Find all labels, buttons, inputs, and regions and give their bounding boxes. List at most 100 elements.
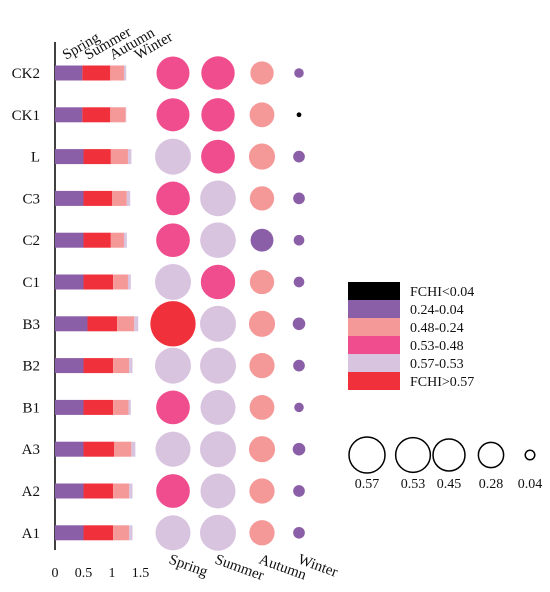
bar-segment-a1-summer — [83, 525, 114, 541]
bar-segment-c3-summer — [83, 190, 112, 206]
bubble-l-summer — [201, 139, 235, 174]
bubble-ck1-autumn — [249, 102, 275, 128]
bar-x-tick-label: 0 — [52, 566, 59, 581]
size-legend-circle-3 — [477, 441, 505, 469]
bubble-column-label-summer: Summer — [213, 552, 266, 584]
bar-segment-a2-winter — [129, 483, 133, 499]
bar-segment-l-summer — [83, 149, 111, 165]
legend-swatch-2 — [348, 318, 400, 336]
bubble-a3-spring — [155, 431, 191, 467]
bubble-c3-winter — [293, 192, 305, 205]
size-legend-label-1: 0.53 — [401, 477, 426, 492]
bar-segment-b1-winter — [128, 399, 131, 415]
bar-segment-a3-autumn — [114, 441, 132, 457]
bubble-ck1-winter — [296, 112, 302, 118]
size-legend-circle-4 — [524, 449, 536, 461]
row-labels: CK2 CK1 L C3 C2 C1 B3 B2 B1 A3 A2 A1 — [12, 66, 40, 542]
bubble-c2-spring — [156, 223, 190, 258]
bar-segment-b1-summer — [83, 399, 114, 415]
legend-label-0: FCHI<0.04 — [410, 285, 474, 300]
bar-segment-c2-summer — [83, 232, 111, 248]
bar-segment-ck2-summer — [82, 65, 111, 81]
bubble-a2-autumn — [249, 478, 275, 504]
bubble-b2-autumn — [249, 352, 275, 379]
bubble-a1-autumn — [249, 520, 275, 546]
bar-segment-c2-winter — [123, 232, 127, 248]
bar-segment-a1-autumn — [113, 525, 130, 541]
row-label-ck1: CK1 — [12, 108, 40, 124]
bar-segment-b1-autumn — [113, 399, 129, 415]
bar-segment-a3-summer — [83, 441, 115, 457]
bar-segment-a2-autumn — [113, 483, 130, 499]
bubble-b2-summer — [200, 347, 236, 384]
bar-segment-ck1-autumn — [110, 107, 126, 123]
row-label-c2: C2 — [22, 233, 40, 249]
bar-segment-c2-autumn — [110, 232, 124, 248]
bar-segment-b3-autumn — [117, 316, 135, 332]
row-label-ck2: CK2 — [12, 66, 40, 82]
bubble-grid — [150, 56, 306, 551]
legend-swatch-1 — [348, 300, 400, 318]
bubble-b2-spring — [155, 347, 191, 384]
bubble-a2-winter — [293, 485, 305, 497]
bubble-b3-summer — [200, 305, 236, 342]
bar-segment-l-autumn — [110, 149, 128, 165]
bubble-ck2-autumn — [250, 61, 274, 85]
size-legend-label-4: 0.04 — [518, 477, 543, 492]
bubble-c2-autumn — [250, 228, 274, 252]
row-label-c3: C3 — [22, 191, 40, 207]
bubble-c3-autumn — [249, 186, 275, 211]
legend-label-2: 0.48-0.24 — [410, 321, 464, 336]
stacked-bars — [55, 65, 139, 541]
bar-segment-ck1-spring — [55, 107, 83, 123]
bubble-a3-winter — [292, 442, 306, 456]
bar-segment-ck1-summer — [82, 107, 111, 123]
bar-segment-b3-spring — [55, 316, 88, 332]
bubble-b1-winter — [294, 402, 304, 413]
row-label-l: L — [31, 150, 40, 166]
bar-segment-a2-spring — [55, 483, 84, 499]
bar-segment-l-spring — [55, 149, 84, 165]
bar-segment-c1-spring — [55, 274, 84, 290]
bar-segment-a1-spring — [55, 525, 84, 541]
bar-segment-c3-winter — [126, 190, 131, 206]
row-label-a2: A2 — [22, 484, 40, 500]
bubble-a1-spring — [155, 515, 191, 551]
bubble-a2-summer — [200, 473, 236, 509]
bubble-a1-winter — [293, 526, 305, 539]
bar-segment-b1-spring — [55, 399, 84, 415]
bubble-a2-spring — [156, 474, 190, 508]
bubble-ck2-spring — [156, 56, 190, 90]
bubble-a3-summer — [200, 431, 236, 468]
bar-segment-b2-winter — [129, 358, 133, 374]
bubble-c1-summer — [200, 264, 236, 300]
bar-segment-a2-summer — [83, 483, 114, 499]
bar-segment-a3-winter — [131, 441, 136, 457]
bar-segment-ck2-spring — [55, 65, 83, 81]
bubble-c1-autumn — [249, 269, 275, 295]
bubble-b3-spring — [150, 301, 196, 347]
legend-label-4: 0.57-0.53 — [410, 357, 464, 372]
bubble-ck1-spring — [156, 98, 190, 132]
bubble-b1-spring — [156, 390, 190, 425]
bubble-b2-winter — [293, 359, 305, 372]
bar-segment-c1-autumn — [113, 274, 128, 290]
bubble-c2-winter — [293, 234, 305, 246]
row-label-a1: A1 — [22, 526, 40, 542]
row-label-a3: A3 — [22, 442, 40, 458]
bubble-l-winter — [293, 150, 305, 163]
size-legend-circle-0 — [348, 436, 386, 474]
bar-x-ticks: 0 0.5 1 1.5 — [52, 566, 150, 581]
bar-segment-ck2-winter — [123, 65, 127, 81]
bar-segment-c1-winter — [127, 274, 131, 290]
bar-segment-c3-spring — [55, 190, 84, 206]
bubble-c1-winter — [293, 276, 305, 288]
size-legend-circle-2 — [432, 438, 466, 472]
bubble-l-autumn — [248, 143, 276, 170]
bubble-ck1-summer — [201, 98, 235, 132]
bar-x-tick-label: 1 — [109, 566, 116, 581]
bubble-b3-autumn — [248, 310, 276, 337]
row-label-b1: B1 — [22, 400, 40, 416]
bar-segment-c3-autumn — [112, 190, 127, 206]
bar-segment-b2-autumn — [113, 358, 130, 374]
